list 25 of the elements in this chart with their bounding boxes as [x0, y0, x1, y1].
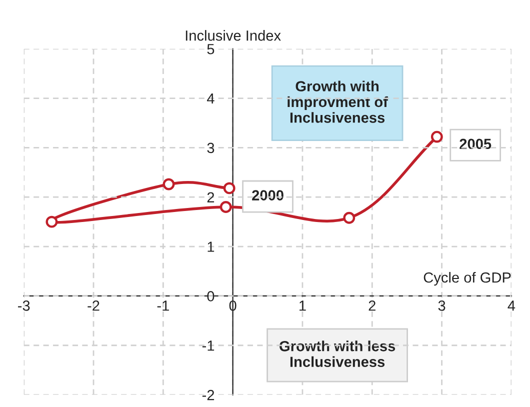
x-tick-label: 1	[300, 300, 306, 311]
y-tick-label: -1	[202, 340, 214, 351]
point	[223, 182, 236, 194]
x-tick-label: 4	[508, 300, 516, 311]
y-axis-title: Inclusive Index	[186, 30, 281, 41]
y-tick-label: 5	[207, 44, 214, 54]
x-tick-label: -1	[157, 300, 169, 311]
point	[220, 201, 232, 213]
x-axis-title: Cycle of GDP	[424, 272, 511, 286]
y-tick-label: 4	[206, 94, 214, 104]
annotation: 2000	[252, 190, 284, 200]
point	[162, 178, 175, 190]
x-tick-label: -3	[18, 300, 30, 311]
x-tick-label: -2	[88, 300, 100, 311]
point	[343, 212, 356, 224]
y-tick-label: -2	[202, 390, 214, 400]
annotation: Growth with improvment of Inclusiveness	[288, 80, 388, 123]
x-tick-label: 2	[368, 300, 376, 311]
y-tick-label: 1	[208, 242, 214, 252]
y-tick-label: 3	[207, 142, 214, 154]
point	[46, 216, 58, 228]
y-tick-label: 0	[207, 291, 214, 302]
y-tick-label: 2	[207, 192, 214, 202]
x-tick-label: 3	[438, 300, 446, 311]
point	[430, 130, 443, 143]
